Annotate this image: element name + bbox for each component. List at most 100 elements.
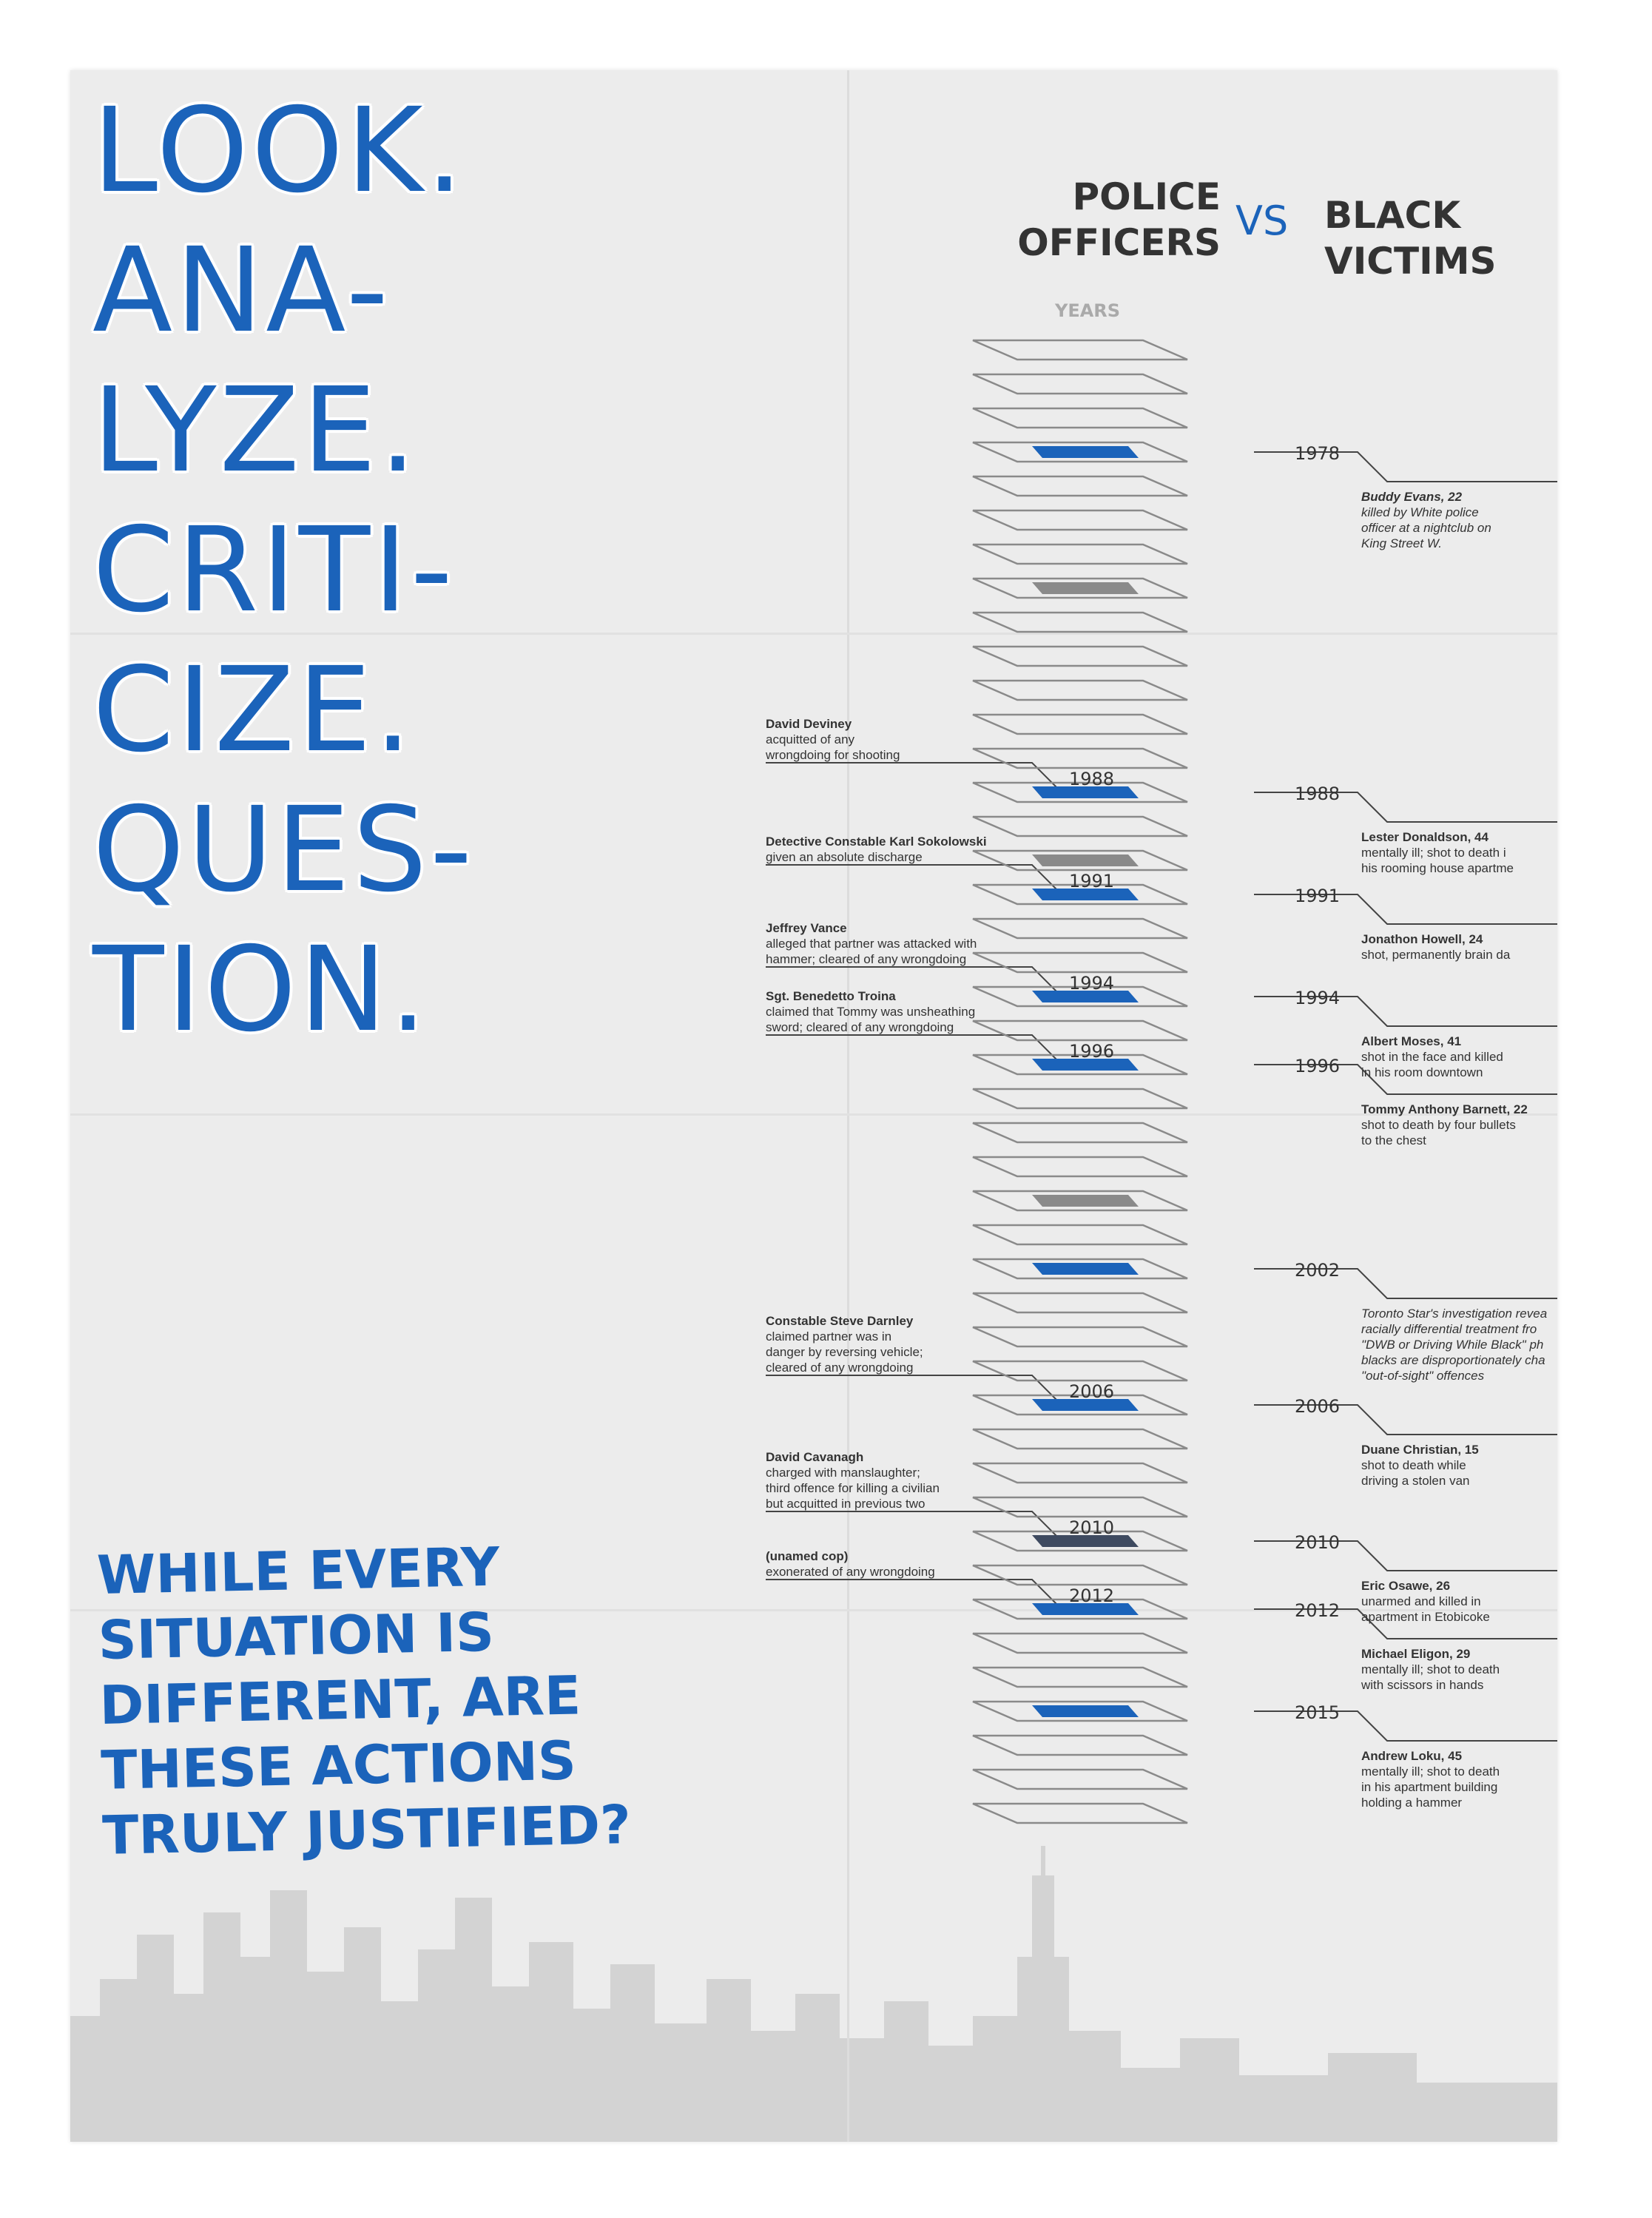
header-vs: VS xyxy=(1235,198,1289,244)
victim-label: Buddy Evans, 22 killed by White police off… xyxy=(1361,489,1491,551)
victim-label-name: Jonathon Howell, 24 xyxy=(1361,932,1483,946)
year-slab xyxy=(972,1190,1188,1212)
officer-year: 1996 xyxy=(1069,1041,1115,1062)
year-slab xyxy=(972,1666,1188,1688)
year-slab xyxy=(972,1360,1188,1382)
victim-label: Michael Eligon, 29 mentally ill; shot to … xyxy=(1361,1646,1500,1693)
year-slab xyxy=(972,339,1188,361)
victim-connector xyxy=(1254,792,1557,823)
officer-label: Sgt. Benedetto Troina claimed that Tommy … xyxy=(766,988,975,1035)
victim-label-desc: holding a hammer xyxy=(1361,1796,1463,1810)
highlighted-year-block xyxy=(1032,1399,1139,1411)
highlighted-year-block xyxy=(1032,582,1139,594)
year-slab xyxy=(972,1632,1188,1654)
victim-year: 1991 xyxy=(1295,886,1341,906)
victim-label-desc: unarmed and killed in xyxy=(1361,1594,1481,1608)
victim-label-desc: "out-of-sight" offences xyxy=(1361,1369,1485,1383)
officer-year: 1994 xyxy=(1069,973,1115,994)
highlighted-year-block xyxy=(1032,1263,1139,1275)
victim-label: Jonathon Howell, 24 shot, permanently bra… xyxy=(1361,931,1510,963)
poster: LOOK. ANA- LYZE. CRITI- CIZE. QUES- TION… xyxy=(70,70,1557,2142)
headline-line: CRITI- xyxy=(92,502,456,638)
officer-label: Jeffrey Vance alleged that partner was at… xyxy=(766,920,977,967)
victim-label-desc: mentally ill; shot to death xyxy=(1361,1764,1500,1779)
victim-label-desc: mentally ill; shot to death xyxy=(1361,1662,1500,1676)
highlighted-year-block xyxy=(1032,1705,1139,1717)
fold-line xyxy=(70,1609,1557,1611)
year-slab xyxy=(972,543,1188,565)
victim-label-name: Duane Christian, 15 xyxy=(1361,1443,1479,1457)
officer-label: David Deviney acquitted of any wrongdoing … xyxy=(766,716,900,763)
victim-connector xyxy=(1254,894,1557,925)
year-slab xyxy=(972,679,1188,701)
highlighted-year-block xyxy=(1032,854,1139,866)
officer-year: 2006 xyxy=(1069,1381,1115,1402)
victim-connector xyxy=(1254,1268,1557,1299)
year-slab xyxy=(972,1768,1188,1790)
year-slab xyxy=(972,1802,1188,1824)
headline: LOOK. ANA- LYZE. CRITI- CIZE. QUES- TION… xyxy=(92,81,869,1060)
victim-label: Duane Christian, 15 shot to death while dr… xyxy=(1361,1442,1479,1489)
officer-label-desc: charged with manslaughter; xyxy=(766,1466,920,1480)
victim-year: 2002 xyxy=(1295,1260,1341,1281)
highlighted-year-block xyxy=(1032,1603,1139,1615)
year-slab xyxy=(972,747,1188,769)
year-slab xyxy=(972,1019,1188,1042)
city-skyline-silhouette xyxy=(70,1846,1557,2142)
officer-year: 2012 xyxy=(1069,1585,1115,1606)
officer-label-name: Constable Steve Darnley xyxy=(766,1314,914,1328)
officer-label-desc: exonerated of any wrongdoing xyxy=(766,1565,935,1579)
headline-line: QUES- xyxy=(92,782,476,918)
officer-year: 1991 xyxy=(1069,871,1115,891)
officer-label: (unamed cop) exonerated of any wrongdoing xyxy=(766,1548,935,1580)
year-slab xyxy=(972,1258,1188,1280)
victim-connector xyxy=(1254,1540,1557,1571)
highlighted-year-block xyxy=(1032,1195,1139,1207)
officer-label: Constable Steve Darnley claimed partner w… xyxy=(766,1313,923,1375)
year-slab xyxy=(972,849,1188,872)
headline-line: CIZE. xyxy=(92,642,415,778)
year-slab xyxy=(972,985,1188,1008)
highlighted-year-block xyxy=(1032,1535,1139,1547)
victim-year: 2006 xyxy=(1295,1396,1341,1417)
victim-label: Tommy Anthony Barnett, 22 shot to death b… xyxy=(1361,1102,1528,1148)
officer-label-desc: third offence for killing a civilian xyxy=(766,1481,940,1495)
year-slab xyxy=(972,713,1188,735)
officer-label-desc: acquitted of any xyxy=(766,732,855,746)
officer-label-desc: danger by reversing vehicle; xyxy=(766,1345,923,1359)
officer-label-desc: cleared of any wrongdoing xyxy=(766,1361,914,1375)
officer-label-desc: but acquitted in previous two xyxy=(766,1497,926,1511)
year-slab xyxy=(972,645,1188,667)
victim-year: 1996 xyxy=(1295,1056,1341,1076)
victim-label-desc: mentally ill; shot to death i xyxy=(1361,846,1506,860)
highlighted-year-block xyxy=(1032,786,1139,798)
victim-label-desc: in his apartment building xyxy=(1361,1780,1498,1794)
year-slab xyxy=(972,1428,1188,1450)
victim-label-name: Eric Osawe, 26 xyxy=(1361,1579,1451,1593)
year-slab xyxy=(972,917,1188,940)
year-slab xyxy=(972,1394,1188,1416)
victim-year: 1988 xyxy=(1295,783,1341,804)
officer-label-desc: given an absolute discharge xyxy=(766,850,923,864)
year-slab xyxy=(972,1224,1188,1246)
year-slab xyxy=(972,1156,1188,1178)
headline-line: LOOK. xyxy=(92,83,466,219)
year-slab xyxy=(972,781,1188,803)
year-slab xyxy=(972,1088,1188,1110)
year-slab xyxy=(972,1462,1188,1484)
year-slab xyxy=(972,441,1188,463)
years-label: YEARS xyxy=(1054,300,1120,321)
header-right-line: VICTIMS xyxy=(1324,240,1497,283)
victim-label-name: Tommy Anthony Barnett, 22 xyxy=(1361,1102,1528,1116)
year-slab xyxy=(972,883,1188,906)
victim-year: 2012 xyxy=(1295,1600,1341,1621)
header-left-line: POLICE xyxy=(1072,175,1221,218)
headline-line: ANA- xyxy=(92,223,391,359)
year-slab xyxy=(972,1054,1188,1076)
victim-label-desc: shot to death while xyxy=(1361,1458,1466,1472)
victim-label-desc: to the chest xyxy=(1361,1133,1426,1147)
victim-label-desc: apartment in Etobicoke xyxy=(1361,1610,1490,1624)
victim-label-desc: shot, permanently brain da xyxy=(1361,948,1511,962)
victim-label-desc: racially differential treatment fro xyxy=(1361,1322,1537,1336)
year-slab xyxy=(972,1734,1188,1756)
